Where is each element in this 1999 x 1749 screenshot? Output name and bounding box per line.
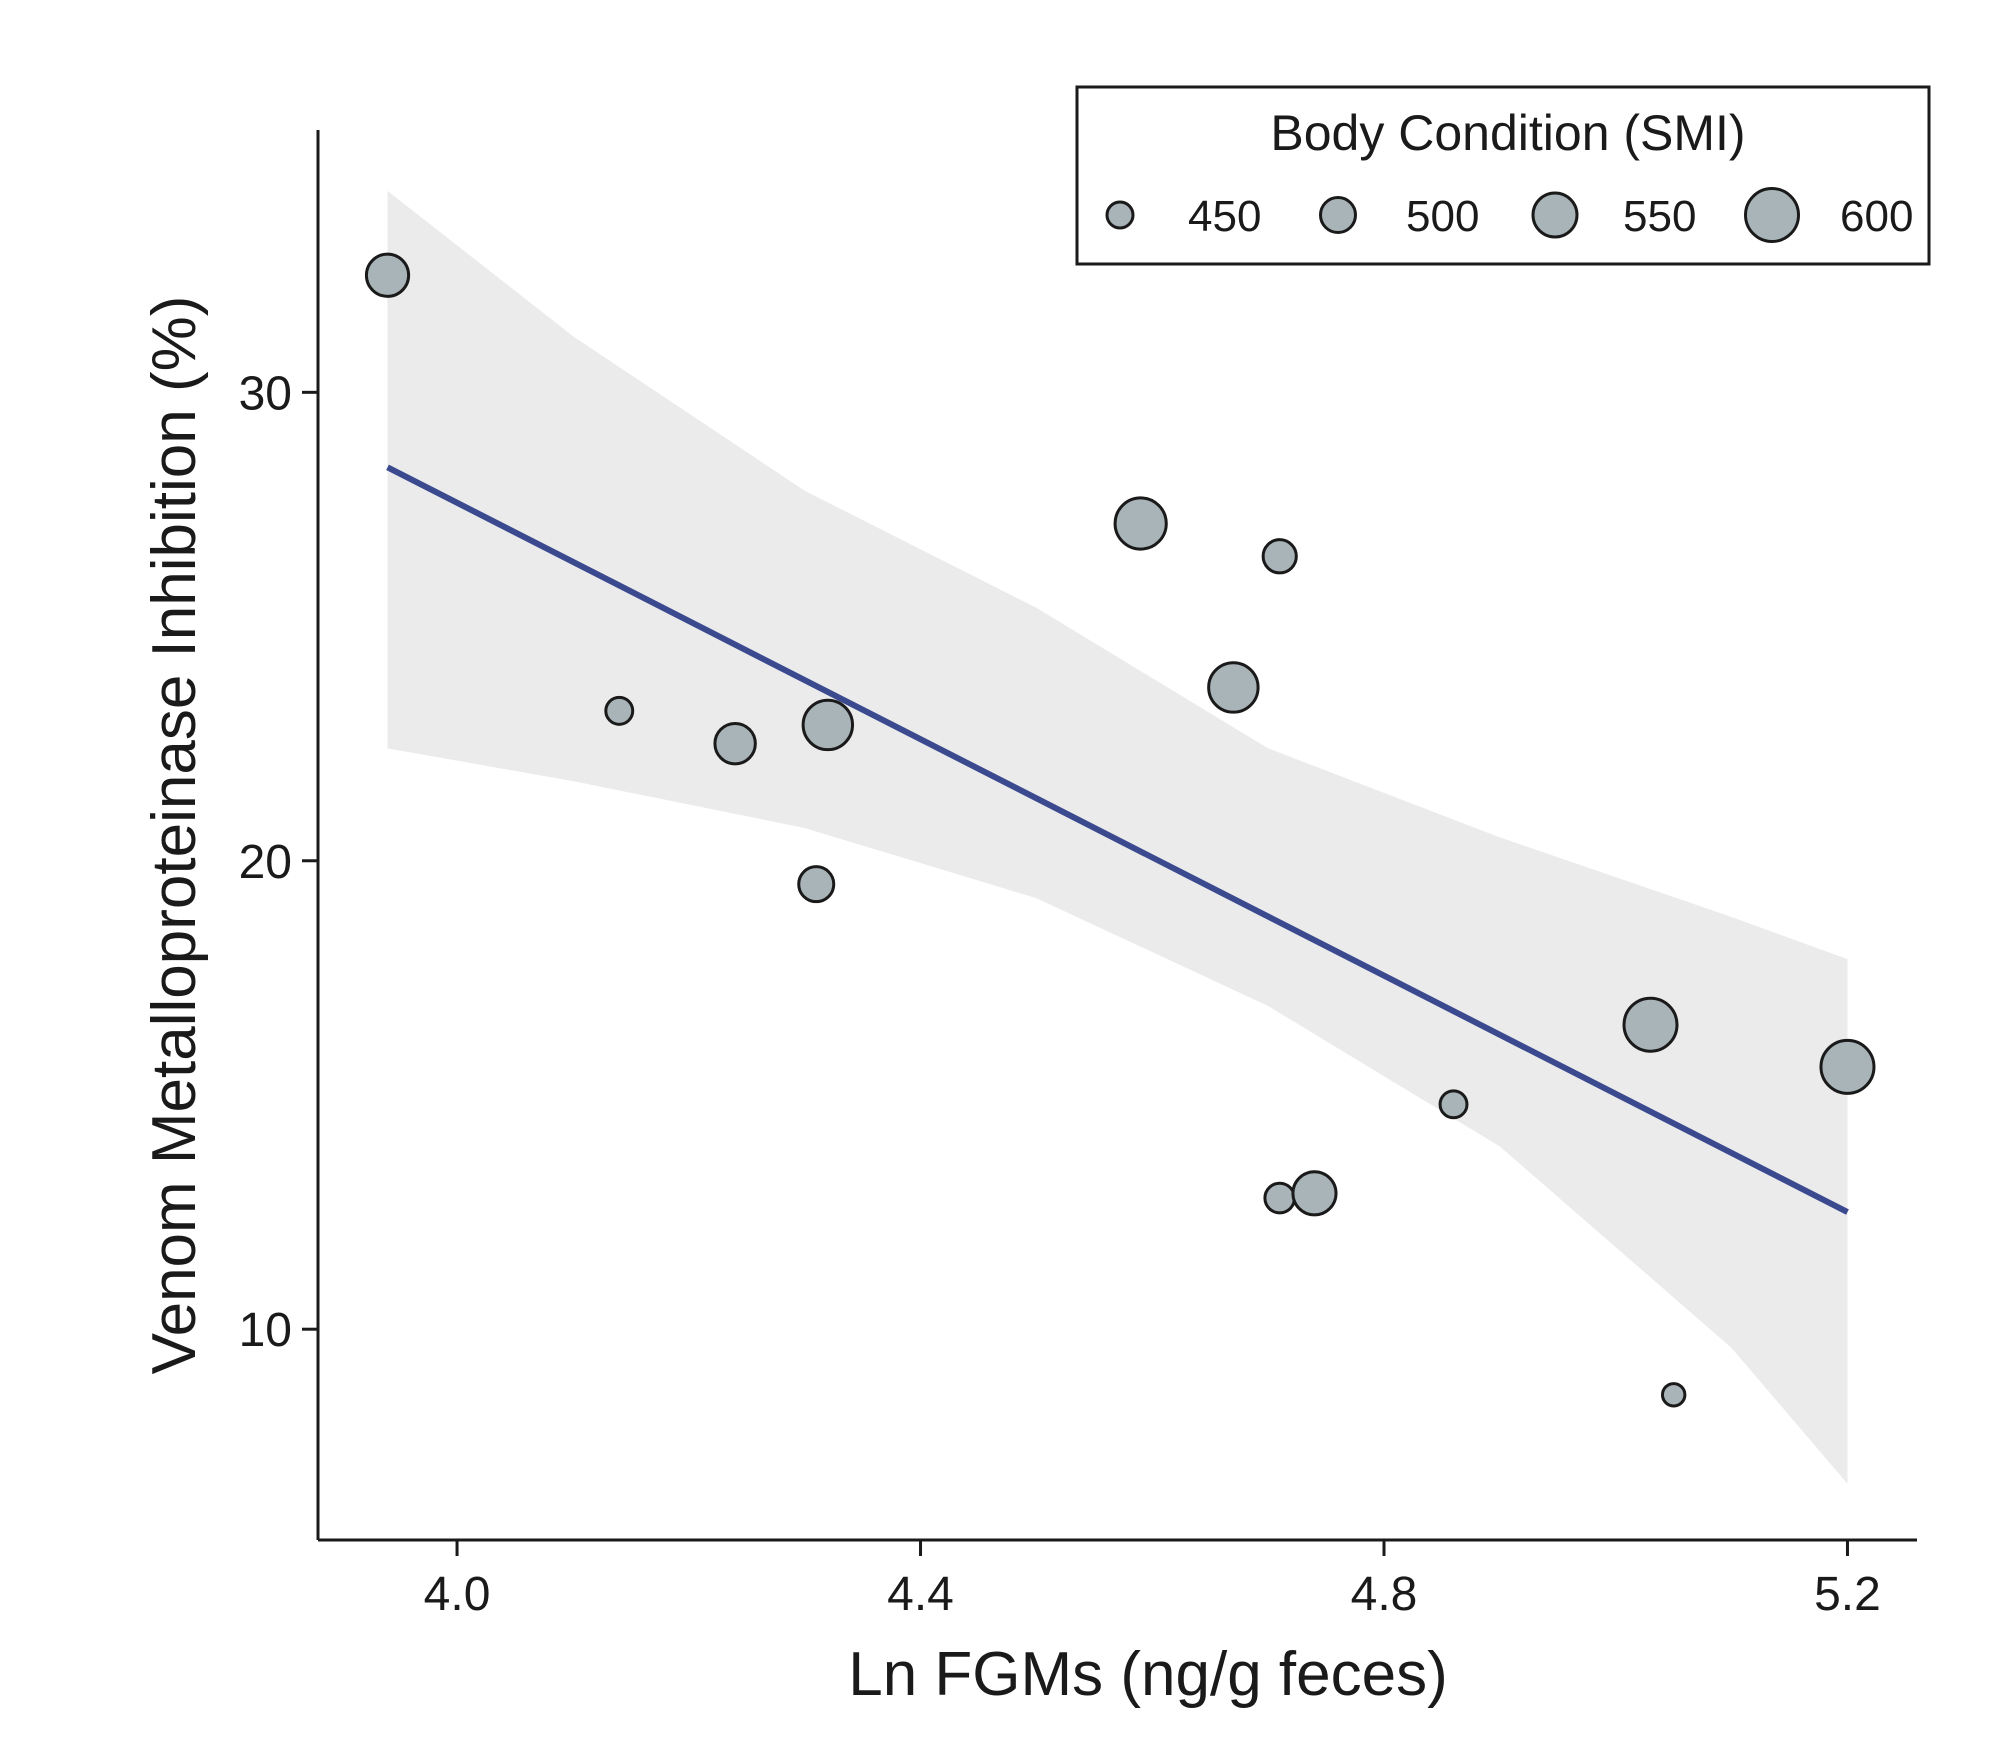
legend-label: 500 <box>1406 192 1479 241</box>
data-point <box>1291 1170 1338 1217</box>
x-tick-label: 4.0 <box>424 1568 491 1621</box>
y-axis-ticks: 10 20 30 <box>239 367 318 1357</box>
legend: Body Condition (SMI) 450 500 550 600 <box>1075 85 1931 266</box>
legend-key <box>1319 196 1357 234</box>
data-point <box>364 252 411 298</box>
fit-line-layer <box>386 464 1849 1215</box>
data-point <box>1261 538 1298 575</box>
x-tick-label: 4.4 <box>887 1568 954 1621</box>
data-point <box>1622 996 1679 1053</box>
legend-label: 600 <box>1840 192 1913 241</box>
x-axis-title: Ln FGMs (ng/g feces) <box>848 1640 1448 1709</box>
data-point <box>1819 1038 1876 1095</box>
data-point <box>1263 1181 1297 1215</box>
legend-label: 550 <box>1623 192 1696 241</box>
data-point <box>604 695 635 726</box>
data-point <box>1113 496 1168 551</box>
y-tick-label: 30 <box>239 367 292 420</box>
data-points-layer <box>364 252 1876 1408</box>
legend-label: 450 <box>1188 192 1261 241</box>
regression-line <box>386 464 1849 1215</box>
legend-key <box>1531 191 1579 239</box>
x-tick-label: 5.2 <box>1814 1568 1881 1621</box>
y-axis-title: Venom Metalloproteinase Inhibition (%) <box>140 296 209 1375</box>
legend-entries: 450 500 550 600 <box>1105 187 1913 243</box>
legend-key <box>1744 187 1800 243</box>
data-point <box>801 698 855 752</box>
data-point <box>1207 661 1260 714</box>
y-tick-label: 10 <box>239 1304 292 1357</box>
x-axis-ticks: 4.0 4.4 4.8 5.2 <box>424 1540 1881 1621</box>
data-point <box>1438 1089 1469 1120</box>
legend-key <box>1105 200 1135 230</box>
data-point <box>1660 1382 1687 1408</box>
data-point <box>713 721 757 766</box>
data-point <box>797 865 836 904</box>
x-tick-label: 4.8 <box>1351 1568 1418 1621</box>
legend-title: Body Condition (SMI) <box>1270 105 1745 161</box>
y-tick-label: 20 <box>239 836 292 889</box>
